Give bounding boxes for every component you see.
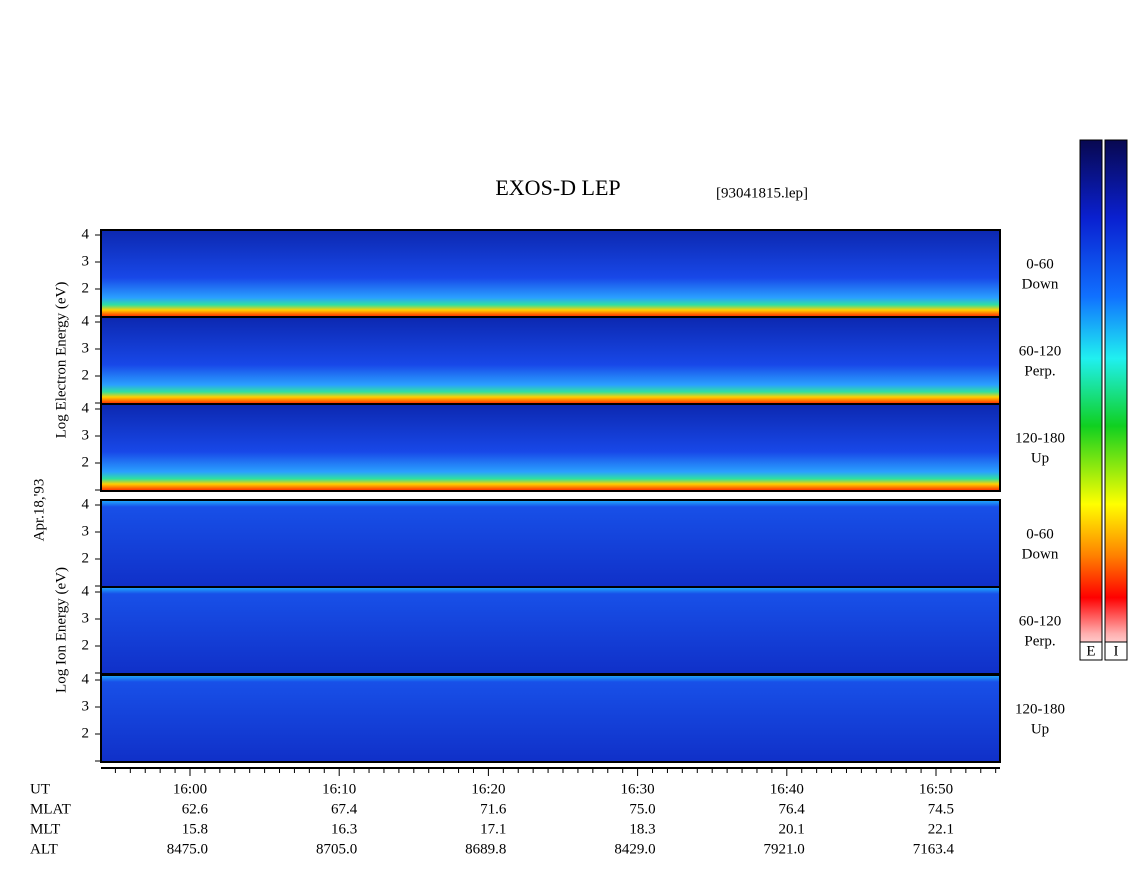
y-tick-label: 3 (82, 610, 90, 626)
colorbar-label-box (1079, 641, 1103, 661)
row-value: 16:00 (173, 781, 207, 797)
row-value: 16:10 (322, 781, 356, 797)
row-name: MLAT (30, 801, 71, 817)
y-tick-label: 2 (82, 280, 90, 296)
panel-label: Perp. (1024, 633, 1055, 649)
spectrogram-panel (100, 674, 1001, 763)
y-tick-label: 3 (82, 253, 90, 269)
row-value: 15.8 (182, 821, 208, 837)
date-label: Apr.18,'93 (31, 479, 47, 542)
y-tick-label: 4 (82, 313, 90, 329)
spectrogram-panel (100, 586, 1001, 675)
y-tick-label: 2 (82, 367, 90, 383)
spectrogram-panel (100, 316, 1001, 405)
y-tick-label: 4 (82, 496, 90, 512)
colorbar (1079, 139, 1103, 661)
row-value: 62.6 (182, 801, 209, 817)
row-name: MLT (30, 821, 60, 837)
panel-label: 0-60 (1026, 256, 1054, 272)
y-tick-label: 4 (82, 226, 90, 242)
row-value: 16:20 (471, 781, 505, 797)
row-value: 18.3 (629, 821, 655, 837)
y-tick-label: 3 (82, 523, 90, 539)
y-tick-label: 2 (82, 637, 90, 653)
panel-label: Up (1031, 721, 1049, 737)
colorbar-label: I (1114, 643, 1119, 659)
row-value: 74.5 (928, 801, 954, 817)
row-value: 8475.0 (167, 841, 208, 857)
row-value: 17.1 (480, 821, 506, 837)
y-tick-label: 2 (82, 725, 90, 741)
colorbar-label: E (1086, 643, 1095, 659)
y-tick-label: 3 (82, 698, 90, 714)
row-value: 7163.4 (913, 841, 955, 857)
y-tick-label: 4 (82, 671, 90, 687)
panel-label: 120-180 (1015, 701, 1065, 717)
y-tick-label: 4 (82, 583, 90, 599)
y-tick-label: 3 (82, 427, 90, 443)
panel-label: Up (1031, 450, 1049, 466)
row-value: 67.4 (331, 801, 358, 817)
colorbar (1104, 139, 1128, 661)
y-tick-label: 2 (82, 454, 90, 470)
panel-label: 60-120 (1019, 613, 1062, 629)
colorbar-label-box (1104, 641, 1128, 661)
row-value: 8689.8 (465, 841, 506, 857)
spectrogram-panel (100, 229, 1001, 318)
row-value: 8705.0 (316, 841, 357, 857)
row-value: 8429.0 (614, 841, 655, 857)
panel-label: Down (1022, 546, 1059, 562)
y-tick-label: 2 (82, 550, 90, 566)
row-name: UT (30, 781, 50, 797)
row-value: 16.3 (331, 821, 357, 837)
row-value: 7921.0 (764, 841, 805, 857)
title: EXOS-D LEP (495, 175, 620, 200)
row-value: 16:50 (919, 781, 953, 797)
y-tick-label: 3 (82, 340, 90, 356)
row-name: ALT (30, 841, 58, 857)
panel-label: 60-120 (1019, 343, 1062, 359)
y-tick-label: 4 (82, 400, 90, 416)
row-value: 76.4 (779, 801, 806, 817)
row-value: 22.1 (928, 821, 954, 837)
row-value: 20.1 (779, 821, 805, 837)
spectrogram-panel (100, 403, 1001, 492)
panel-label: 120-180 (1015, 430, 1065, 446)
row-value: 75.0 (629, 801, 655, 817)
panel-label: Perp. (1024, 363, 1055, 379)
file-name: [93041815.lep] (716, 185, 808, 201)
row-value: 16:30 (621, 781, 655, 797)
spectrogram-panel (100, 499, 1001, 588)
panel-label: Down (1022, 276, 1059, 292)
ion-axis-label: Log Ion Energy (eV) (53, 567, 69, 693)
row-value: 71.6 (480, 801, 507, 817)
electron-axis-label: Log Electron Energy (eV) (53, 282, 69, 439)
row-value: 16:40 (770, 781, 804, 797)
panel-label: 0-60 (1026, 526, 1054, 542)
